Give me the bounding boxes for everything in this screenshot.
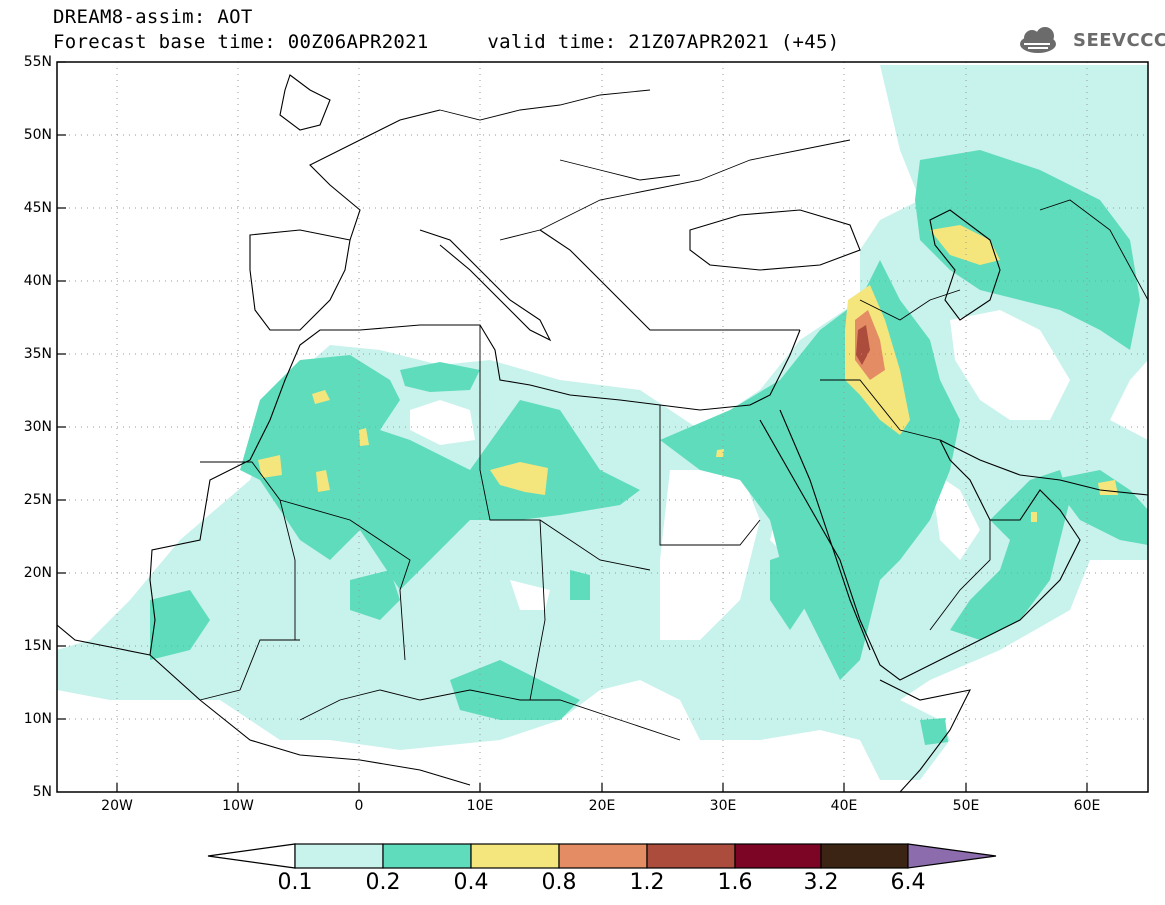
lon-label: 10W [222,798,254,814]
lon-label: 50E [952,798,980,814]
lat-label: 5N [32,784,52,800]
lon-label: 60E [1073,798,1101,814]
lat-label: 15N [23,638,52,654]
lat-label: 50N [23,127,52,143]
lat-label: 25N [23,492,52,508]
lat-label: 45N [23,200,52,216]
country-borders [199,89,1148,741]
lon-label: 20W [101,798,133,814]
map-subtitle-times: Forecast base time: 00Z06APR2021 valid t… [53,31,840,53]
lon-label: 0 [354,798,364,814]
legend-level-label: 1.6 [717,870,753,895]
logo-wordmark: SEEVCCC [1073,30,1165,51]
legend-swatch-7 [820,843,909,869]
aot-level-1.2 [856,325,870,365]
legend-level-label: 0.2 [365,870,401,895]
lat-label: 30N [23,419,52,435]
lat-label: 55N [23,54,52,70]
legend-swatch-4 [558,843,648,869]
legend-swatch-2 [382,843,472,869]
legend-colorbar [207,843,997,869]
lat-label: 40N [23,273,52,289]
cloud-icon [1020,27,1056,53]
legend-arrow-high [907,843,997,869]
lon-label: 10E [466,798,494,814]
lon-label: 30E [709,798,737,814]
lon-label: 20E [588,798,616,814]
map-title: DREAM8-assim: AOT [53,6,253,28]
legend-swatch-3 [470,843,560,869]
axis-ticks [57,61,1088,792]
lat-label: 35N [23,346,52,362]
legend-level-label: 3.2 [803,870,839,895]
legend-swatch-5 [646,843,736,869]
legend-arrow-low [207,843,296,869]
lat-label: 10N [23,711,52,727]
legend-level-label: 6.4 [890,870,926,895]
legend-level-label: 0.1 [277,870,313,895]
legend-level-label: 0.4 [453,870,489,895]
legend-swatch-1 [294,843,384,869]
legend-swatch-6 [734,843,822,869]
lat-label: 20N [23,565,52,581]
legend-level-label: 1.2 [629,870,665,895]
legend-level-label: 0.8 [541,870,577,895]
lon-label: 40E [830,798,858,814]
aot-level-0.2 [150,150,1148,745]
